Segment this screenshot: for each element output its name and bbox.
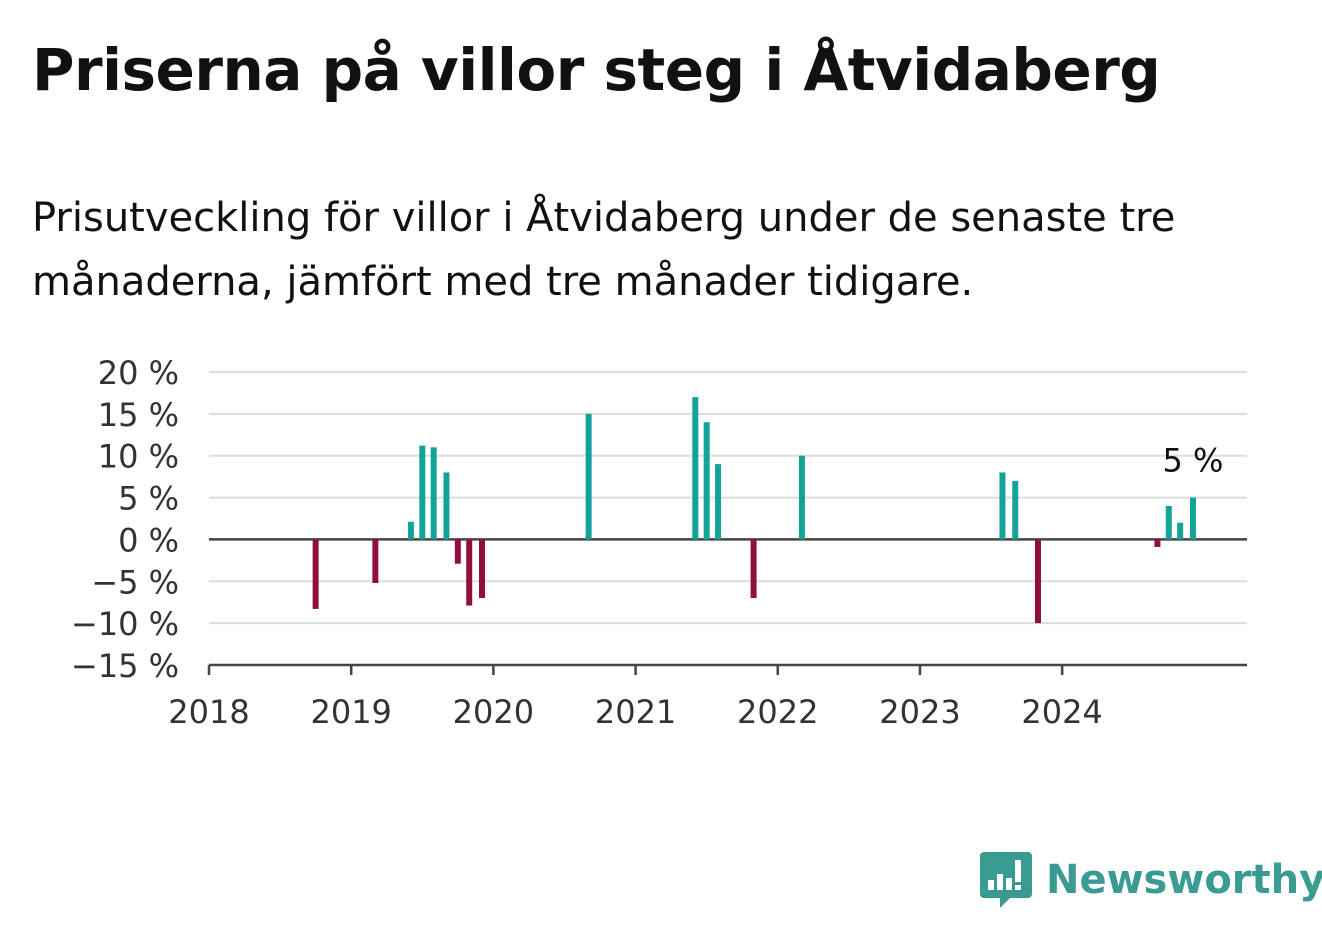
bar bbox=[703, 422, 710, 540]
y-tick-label: 20 % bbox=[98, 354, 179, 392]
x-tick-label: 2018 bbox=[168, 693, 249, 731]
bar bbox=[466, 539, 473, 606]
bar bbox=[750, 539, 757, 599]
bar bbox=[312, 539, 319, 609]
bar bbox=[443, 472, 450, 540]
bar bbox=[419, 445, 426, 540]
y-tick-label: 0 % bbox=[118, 521, 179, 559]
bar-chart: 20 %15 %10 %5 %0 %−5 %−10 %−15 %2018 2019… bbox=[71, 354, 1247, 731]
chart-subtitle: Prisutveckling för villor i Åtvidaberg u… bbox=[32, 195, 1176, 305]
bar bbox=[692, 397, 699, 540]
bar bbox=[1189, 497, 1196, 540]
y-tick-label: 15 % bbox=[98, 396, 179, 434]
y-tick-label: 10 % bbox=[98, 438, 179, 476]
bar bbox=[715, 464, 722, 540]
chart-title: Priserna på villor steg i Åtvidaberg bbox=[32, 36, 1161, 104]
x-tick-label: 2019 bbox=[310, 693, 391, 731]
bar bbox=[798, 455, 805, 540]
bar bbox=[1177, 522, 1184, 540]
bar bbox=[1034, 539, 1041, 624]
bar bbox=[372, 539, 379, 583]
bar bbox=[1012, 480, 1019, 540]
bar bbox=[585, 413, 592, 540]
newsworthy-logo-icon bbox=[980, 852, 1032, 908]
newsworthy-brand: Newsworthy bbox=[980, 848, 1322, 912]
bar bbox=[479, 539, 486, 599]
y-tick-label: −10 % bbox=[71, 605, 179, 643]
bar bbox=[407, 521, 414, 540]
y-tick-label: −15 % bbox=[71, 647, 179, 685]
y-tick-label: 5 % bbox=[118, 480, 179, 518]
bar bbox=[1165, 505, 1172, 540]
x-tick-label: 2020 bbox=[453, 693, 534, 731]
bar bbox=[454, 539, 461, 564]
y-tick-label: −5 % bbox=[91, 563, 179, 601]
brand-name: Newsworthy bbox=[1046, 857, 1322, 903]
bar bbox=[1154, 539, 1161, 547]
x-tick-label: 2023 bbox=[879, 693, 960, 731]
x-tick-label: 2024 bbox=[1021, 693, 1102, 731]
data-label: 5 % bbox=[1162, 442, 1223, 480]
x-tick-label: 2021 bbox=[595, 693, 676, 731]
bar bbox=[999, 472, 1006, 540]
x-tick-label: 2022 bbox=[737, 693, 818, 731]
bar bbox=[430, 447, 437, 540]
